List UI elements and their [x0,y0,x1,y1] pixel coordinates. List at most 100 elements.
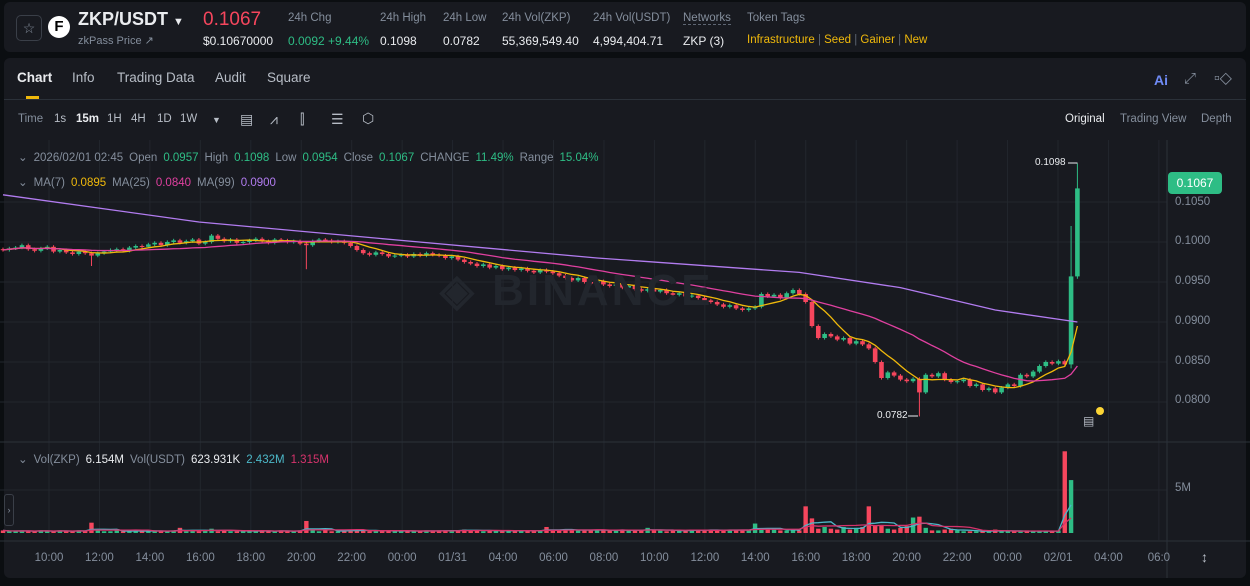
stat-label: 24h High [380,12,427,24]
collapse-icon[interactable]: ⌄ [18,454,28,466]
interval-15m[interactable]: 15m [76,113,100,125]
date-range-icon[interactable]: ▤ [240,111,254,127]
volume-bar [891,529,897,533]
volume-bar [430,531,435,533]
networks-value[interactable]: ZKP (3) [683,34,725,48]
tag-link[interactable]: Infrastructure [747,34,815,46]
candle-body [146,244,151,247]
interval-1s[interactable]: 1s [54,113,67,125]
volume-bar [778,530,783,533]
volume-bar [866,506,872,533]
view-trading-view[interactable]: Trading View [1120,113,1187,125]
stat-value: 0.1098 [380,34,417,48]
volume-bar [82,531,88,533]
candle-body [556,273,562,276]
candle-body [304,243,309,246]
symbol-selector[interactable]: ZKP/USDT ▼ [78,9,184,30]
interval-1d[interactable]: 1D [157,113,172,125]
candle-body [373,252,379,255]
scroll-left-handle[interactable]: › [4,494,14,526]
volume-bar [759,528,764,533]
candle-body [424,253,429,256]
volume-bar [329,531,334,533]
more-intervals-icon[interactable]: ▼ [212,115,221,125]
volume-bar [487,530,492,533]
collapse-icon[interactable]: ⌄ [18,177,28,189]
candle-type-icon[interactable]: ⫿ [300,111,305,127]
indicator-icon[interactable]: ⩘ [270,111,278,127]
candle-body [778,294,783,298]
volume-bar [550,530,556,533]
tab-square[interactable]: Square [267,70,311,85]
tag-link[interactable]: Gainer [860,34,895,46]
time-tick: 18:00 [236,552,266,564]
networks-label[interactable]: Networks [683,12,731,25]
fullscreen-icon[interactable]: ⤢ [1184,70,1197,87]
price-tick: 0.0800 [1175,394,1211,406]
volume-bar [702,530,707,533]
view-depth[interactable]: Depth [1201,113,1232,125]
candle-body [531,270,537,273]
volume-bar [139,531,145,533]
candle-body [57,250,63,252]
candle-body [822,334,827,338]
candle-body [379,252,385,254]
view-original[interactable]: Original [1065,113,1105,125]
volume-bar [7,531,12,533]
ma7-line [2,239,1079,389]
candle-body [550,271,556,274]
candle-body [708,300,714,302]
hexagon-settings-icon[interactable]: ⬡ [362,110,375,126]
tag-link[interactable]: New [904,34,928,46]
tag-link[interactable]: Seed [824,34,851,46]
tab-audit[interactable]: Audit [215,70,246,85]
volume-ma-line [2,517,1072,532]
collapse-icon[interactable]: ⌄ [18,152,28,164]
volume-bar [89,522,94,533]
volume-bar [714,530,720,533]
candle-body [63,250,69,253]
volume-bar [436,530,442,533]
candle-body [392,255,398,257]
candle-body [904,379,910,382]
candle-body [639,289,644,291]
interval-4h[interactable]: 4H [131,113,146,125]
tab-trading-data[interactable]: Trading Data [117,70,195,85]
volume-bar [367,531,372,533]
favorite-button[interactable]: ☆ [16,15,42,41]
volume-bar [234,531,240,533]
project-price-link[interactable]: zkPass Price ↗ [78,35,154,47]
volume-bar [253,531,258,533]
candle-body [38,248,44,251]
tab-chart[interactable]: Chart [17,70,53,85]
layout-grid-icon[interactable]: ▫◇ [1214,70,1232,87]
chart-settings-icon[interactable]: ☰ [331,111,344,127]
volume-bar [13,531,18,533]
volume-legend: ⌄ Vol(ZKP) 6.154M Vol(USDT) 623.931K 2.432M 1.… [18,454,329,466]
interval-1h[interactable]: 1H [107,113,122,125]
volume-bar [272,531,277,533]
tab-info[interactable]: Info [72,70,95,85]
news-icon[interactable]: ▤ [1083,414,1095,428]
interval-1w[interactable]: 1W [180,113,198,125]
candle-body [803,294,808,302]
auto-scale-icon[interactable]: ↕ [1201,549,1208,565]
candle-body [828,334,834,337]
interval-time[interactable]: Time [18,113,44,125]
volume-bar [1043,531,1048,533]
candle-body [809,302,815,326]
candle-body [664,290,669,294]
volume-bar [354,530,360,533]
volume-bar [664,531,669,533]
token-tags: Infrastructure | Seed | Gainer | New [747,34,928,46]
time-tick: 12:00 [85,552,114,564]
candle-body [746,308,752,310]
candle-body [594,281,600,284]
volume-bar [538,530,543,533]
ai-button[interactable]: Ai [1154,72,1168,88]
volume-bar [361,530,366,533]
candle-body [443,255,448,258]
volume-bar [967,531,973,533]
time-tick: 14:00 [740,552,770,564]
